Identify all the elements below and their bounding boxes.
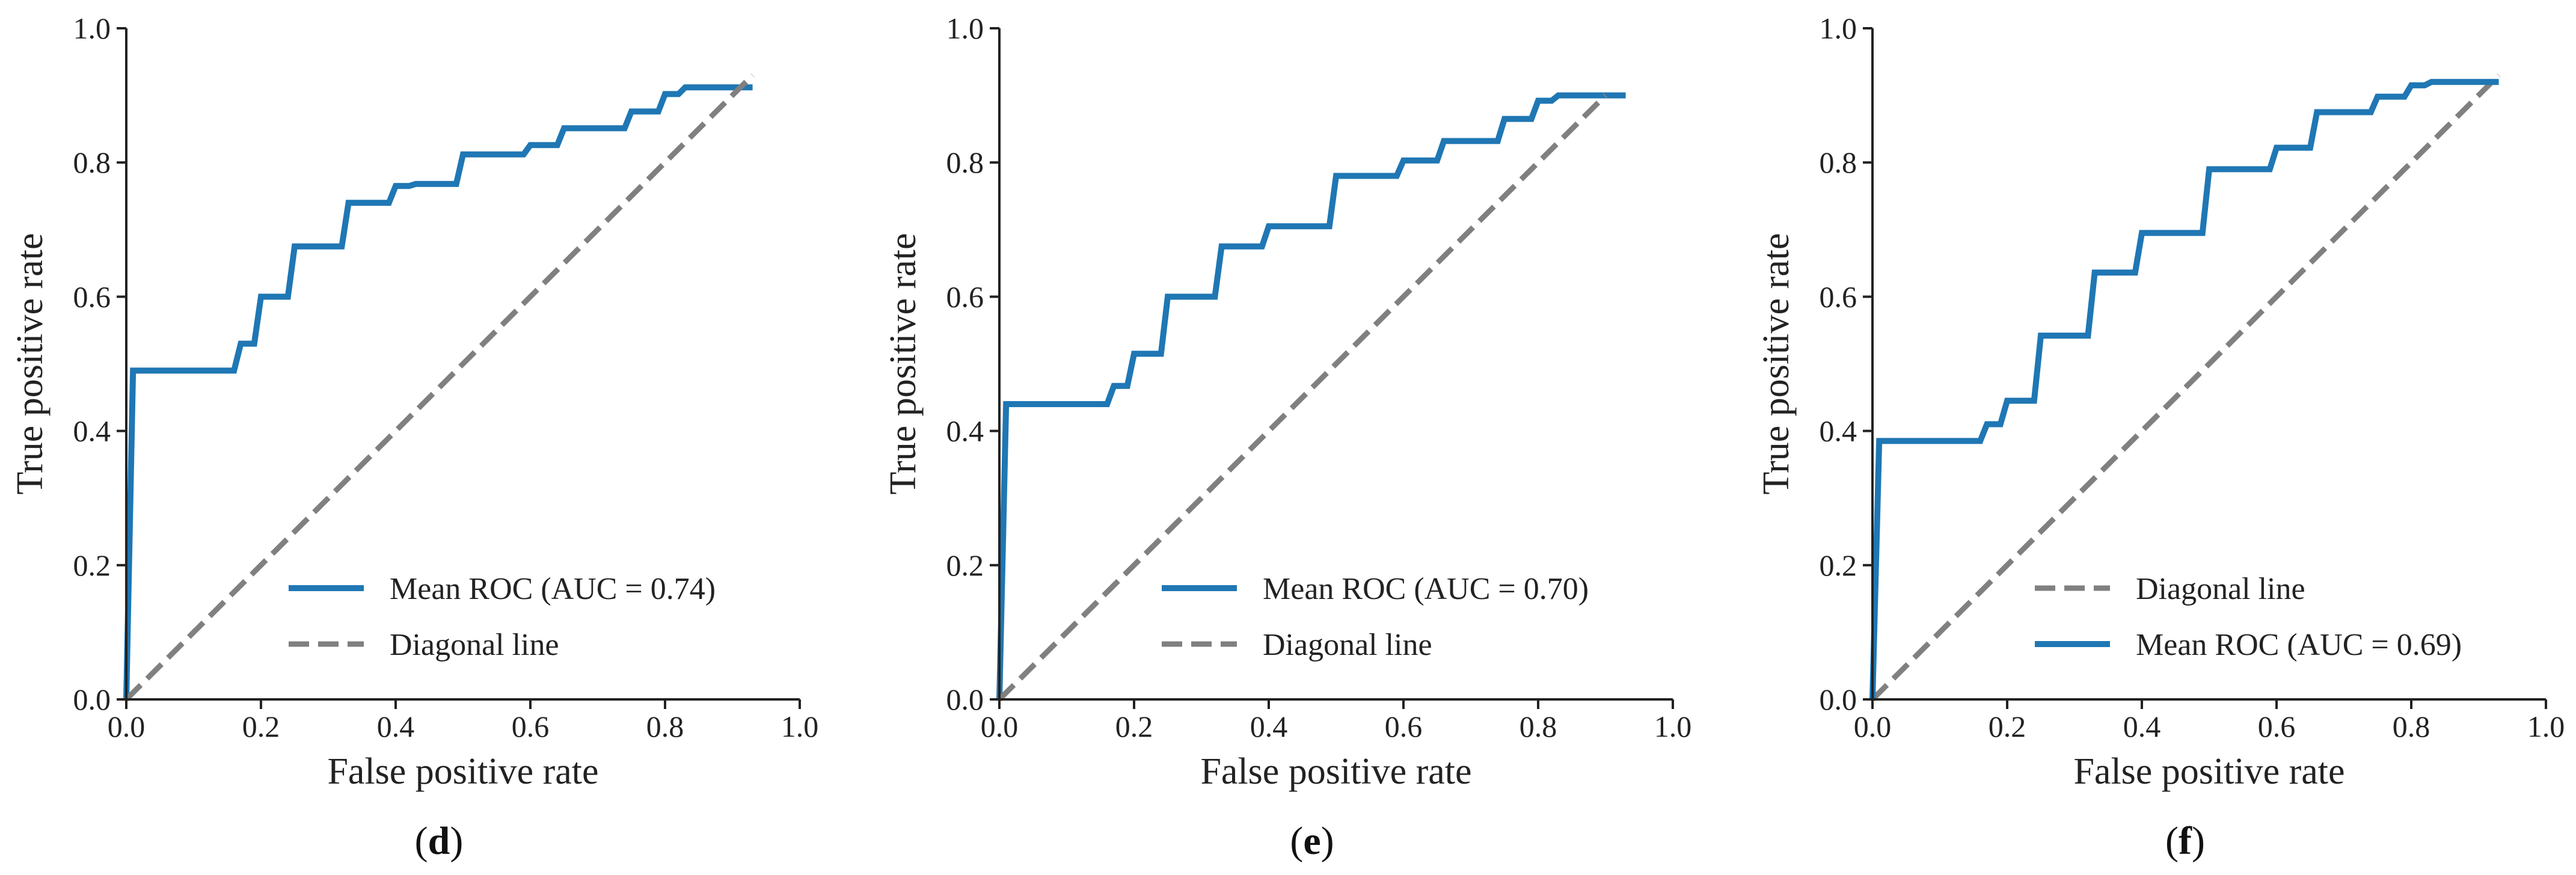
x-axis-label: False positive rate [1200, 751, 1471, 792]
panel-caption: (d) [415, 819, 464, 863]
x-tick-label: 0.8 [646, 710, 684, 743]
x-tick-label: 0.6 [1385, 710, 1423, 743]
x-tick-label: 0.8 [1520, 710, 1557, 743]
legend-entry: Mean ROC (AUC = 0.74) [390, 572, 716, 606]
caption-open: ( [415, 819, 428, 863]
caption-close: ) [2192, 819, 2205, 863]
caption-close: ) [1321, 819, 1334, 863]
x-tick-label: 1.0 [781, 710, 819, 743]
x-axis-label: False positive rate [2073, 751, 2344, 792]
panel-caption: (e) [1290, 819, 1334, 863]
caption-open: ( [1290, 819, 1303, 863]
roc-panel-e: 0.0 0.2 0.4 0.6 0.8 1.0 0.0 0.2 0.4 0.6 0.8 1.0 Fals… [883, 11, 1691, 863]
y-tick-label: 1.0 [73, 11, 111, 45]
mean-roc-line-d [123, 84, 753, 700]
x-tick-label: 0.2 [242, 710, 280, 743]
y-axis-label: True positive rate [10, 233, 51, 494]
y-tick-label: 0.4 [946, 414, 984, 448]
x-tick-label: 0.4 [377, 710, 415, 743]
caption-letter: d [428, 819, 450, 863]
y-tick-label: 0.2 [1820, 548, 1857, 582]
x-tick-label: 1.0 [1654, 710, 1692, 743]
caption-letter: e [1303, 819, 1320, 863]
y-axis-label: True positive rate [883, 233, 924, 494]
y-axis-label: True positive rate [1756, 233, 1797, 494]
legend-entry: Diagonal line [390, 628, 559, 662]
roc-panel-f: 0.0 0.2 0.4 0.6 0.8 1.0 0.0 0.2 0.4 0.6 0.8 1.0 Fals… [1756, 11, 2565, 863]
y-tick-label: 0.0 [73, 683, 111, 716]
legend-entry: Mean ROC (AUC = 0.69) [2136, 628, 2462, 662]
diagonal-line-e [997, 93, 1608, 702]
x-tick-label: 1.0 [2527, 710, 2565, 743]
y-tick-label: 0.4 [1820, 414, 1857, 448]
x-tick-label: 0.4 [2123, 710, 2161, 743]
panel-caption: (f) [2165, 819, 2205, 863]
x-axis-label: False positive rate [327, 751, 598, 792]
x-tick-label: 0.0 [981, 710, 1019, 743]
y-tick-label: 0.8 [1820, 146, 1857, 179]
x-tick-label: 0.6 [2258, 710, 2296, 743]
y-tick-label: 0.6 [73, 280, 111, 313]
diagonal-line-d [124, 73, 755, 702]
y-tick-label: 0.2 [73, 548, 111, 582]
x-tick-label: 0.0 [1854, 710, 1892, 743]
y-tick-label: 0.8 [73, 146, 111, 179]
caption-open: ( [2165, 819, 2179, 863]
x-tick-label: 0.6 [512, 710, 550, 743]
y-tick-label: 0.8 [946, 146, 984, 179]
diagonal-line-f [1870, 73, 2501, 702]
y-tick-label: 1.0 [946, 11, 984, 45]
y-tick-label: 0.0 [1820, 683, 1857, 716]
legend-entry: Mean ROC (AUC = 0.70) [1263, 572, 1589, 606]
y-tick-label: 0.6 [946, 280, 984, 313]
mean-roc-line-e [996, 92, 1626, 700]
legend-entry: Diagonal line [1263, 628, 1432, 662]
mean-roc-line-f [1869, 79, 2499, 700]
x-tick-label: 0.8 [2393, 710, 2430, 743]
y-tick-label: 1.0 [1820, 11, 1857, 45]
x-tick-label: 0.0 [108, 710, 146, 743]
legend-entry: Diagonal line [2136, 572, 2305, 606]
roc-panel-d: 0.0 0.2 0.4 0.6 0.8 1.0 0.0 0.2 0.4 0.6 0.8 1.0 Fals… [10, 11, 818, 863]
y-tick-label: 0.6 [1820, 280, 1857, 313]
x-tick-label: 0.4 [1250, 710, 1288, 743]
x-tick-label: 0.2 [1989, 710, 2026, 743]
y-tick-label: 0.0 [946, 683, 984, 716]
y-tick-label: 0.4 [73, 414, 111, 448]
x-tick-label: 0.2 [1115, 710, 1153, 743]
y-tick-label: 0.2 [946, 548, 984, 582]
caption-close: ) [450, 819, 463, 863]
caption-letter: f [2179, 819, 2192, 863]
